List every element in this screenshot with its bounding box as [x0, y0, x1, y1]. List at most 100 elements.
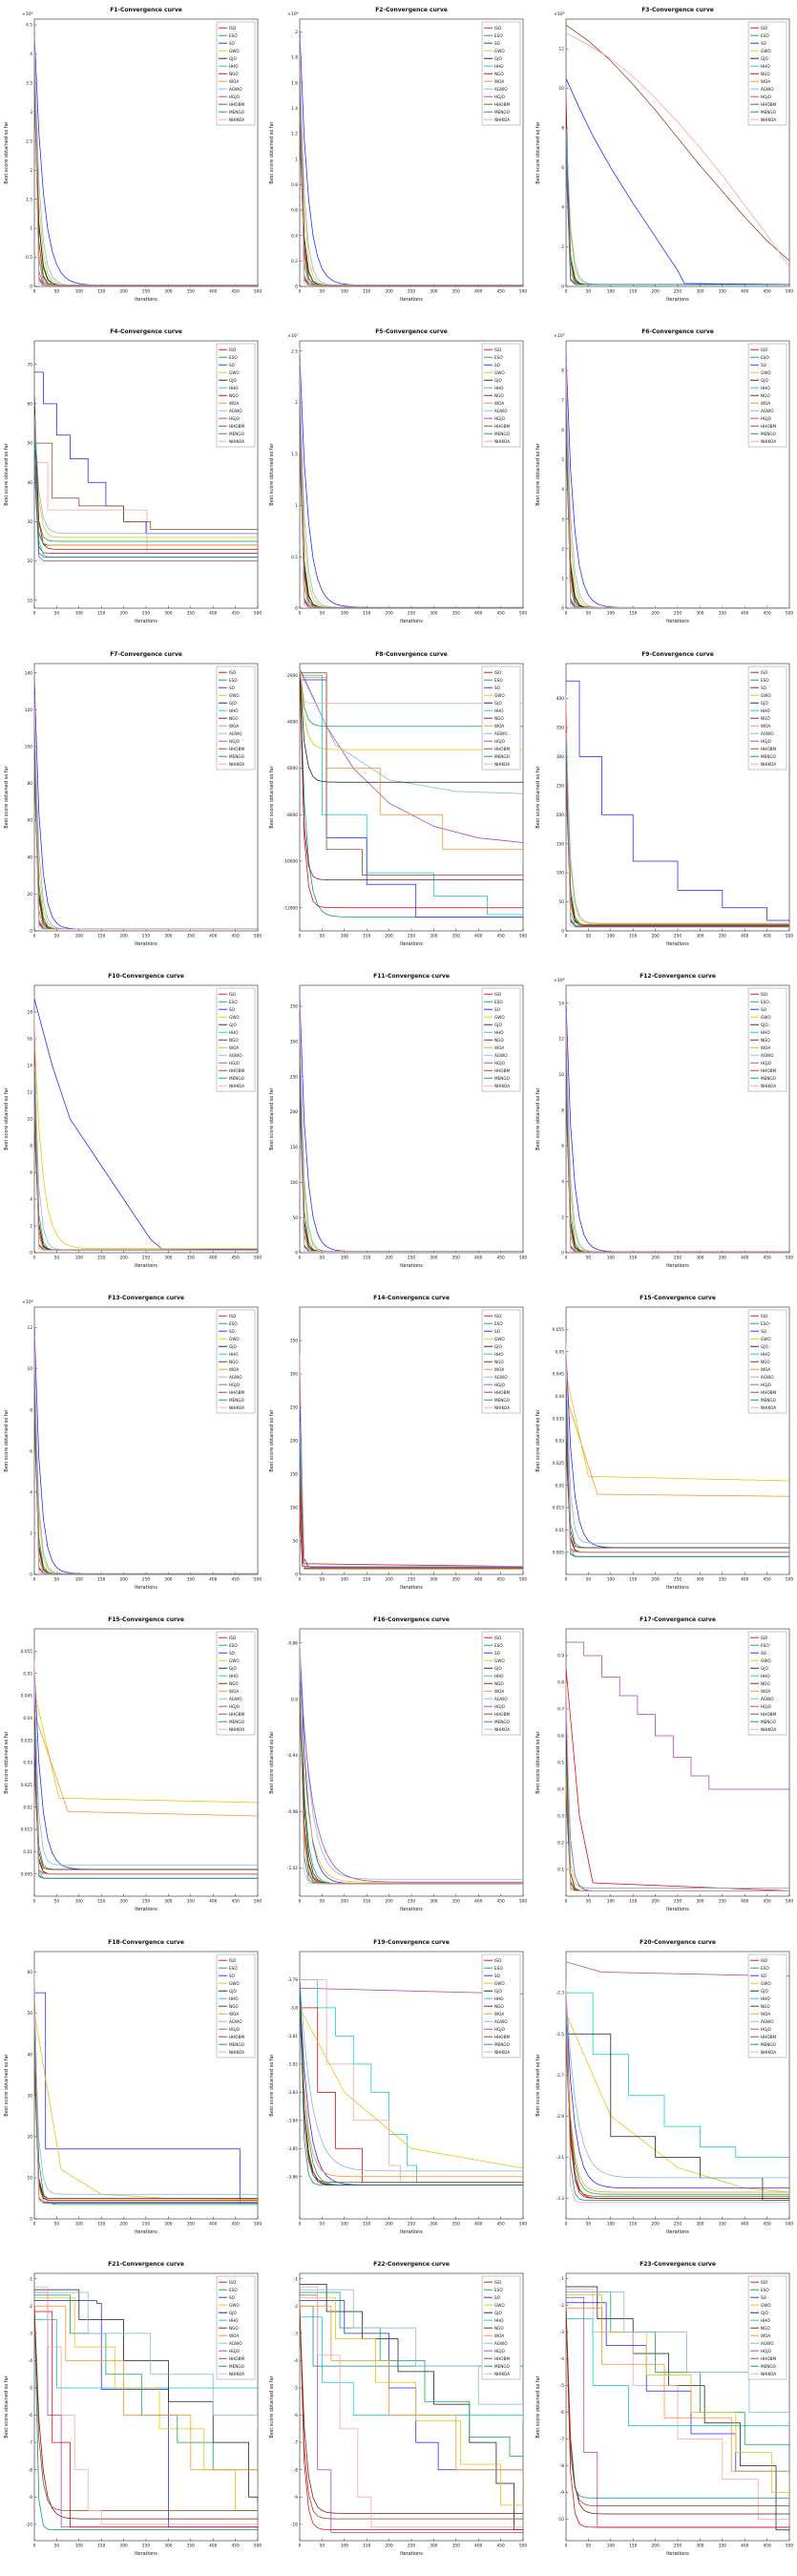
- y-tick-label: 0.8: [557, 1680, 564, 1686]
- x-tick-label: 100: [606, 933, 614, 939]
- x-tick-label: 400: [741, 933, 748, 939]
- chart-svg-F10: 0 50 100 150 200 250 300 350 400 450 500 0 2 4 6 8 10 12 1…: [4, 973, 262, 1269]
- legend-label-HGJO: HGJO: [229, 1061, 241, 1066]
- legend-label-GWO: GWO: [761, 1980, 771, 1985]
- x-tick-label: 400: [209, 2543, 217, 2548]
- x-tick-label: 300: [430, 289, 438, 295]
- y-tick-label: 10: [28, 599, 33, 604]
- y-tick-label: 10: [28, 2175, 33, 2181]
- legend-label-NGO: NGO: [229, 715, 239, 720]
- legend-label-MENGO: MENGO: [494, 432, 511, 436]
- legend-label-HHOBM: HHOBM: [229, 2034, 244, 2038]
- y-tick-label: 2.5: [291, 349, 298, 355]
- legend-label-ESO: ESO: [761, 1000, 769, 1004]
- x-tick-label: 150: [363, 1255, 370, 1260]
- x-tick-label: 350: [718, 2543, 725, 2548]
- x-tick-label: 0: [299, 611, 302, 617]
- legend: ISO ESO SO GWO GJO HHO NGO WOA AGWO HGJO HHOBM MENG…: [747, 2275, 787, 2379]
- series-line-SO: [565, 2002, 789, 2188]
- legend-label-NGO: NGO: [229, 2003, 239, 2008]
- legend-label-NGO: NGO: [494, 1038, 504, 1043]
- x-tick-label: 450: [497, 1899, 505, 1905]
- y-tick-label: 3: [561, 517, 564, 523]
- x-tick-label: 400: [741, 2543, 748, 2548]
- series-line-HHOBM: [34, 2070, 259, 2201]
- x-tick-label: 150: [629, 2221, 637, 2227]
- legend-label-HHO: HHO: [761, 1030, 770, 1035]
- x-tick-label: 100: [341, 1899, 348, 1905]
- legend-label-NHIKOA: NHIKOA: [494, 1727, 510, 1732]
- chart-panel-F6: 0 50 100 150 200 250 300 350 400 450 500 0 1 2 3 4 5 6 7 8 F…: [531, 322, 797, 644]
- legend-label-MENGO: MENGO: [229, 1720, 245, 1724]
- legend-label-SO: SO: [229, 685, 236, 689]
- y-tick-label: 10: [558, 1072, 564, 1078]
- y-tick-label: 60: [28, 402, 33, 408]
- chart-title: F19-Convergence curve: [373, 1939, 450, 1946]
- legend-label-ISO: ISO: [761, 669, 768, 674]
- y-tick-label: -1.02: [287, 1866, 298, 1871]
- y-tick-label: 0.9: [557, 1654, 564, 1659]
- y-tick-label: 12: [558, 47, 564, 53]
- y-tick-label: -2: [29, 2304, 33, 2310]
- chart-svg-F6: 0 50 100 150 200 250 300 350 400 450 500 0 1 2 3 4 5 6 7 8 F…: [535, 328, 793, 624]
- y-tick-label: 0.045: [552, 1372, 564, 1378]
- series-line-WOA: [565, 2033, 789, 2192]
- chart-title: F6-Convergence curve: [641, 328, 714, 335]
- series-line-NHIKOA: [300, 361, 524, 608]
- x-axis-label: Iterations: [135, 1263, 157, 1269]
- y-tick-label: -3: [559, 2330, 564, 2335]
- chart-title: F9-Convergence curve: [641, 651, 714, 658]
- chart-panel-F16: 0 50 100 150 200 250 300 350 400 450 500 -1.02 -0.98…: [265, 1610, 532, 1932]
- y-tick-label: 8: [561, 1108, 564, 1113]
- y-tick-label: 70: [28, 363, 33, 369]
- legend-label-GWO: GWO: [761, 1337, 771, 1341]
- series-line-SO: [34, 371, 259, 537]
- x-tick-label: 100: [75, 1255, 83, 1260]
- series-line-ISO: [34, 2311, 259, 2528]
- y-tick-label: 1.6: [291, 80, 298, 86]
- x-tick-label: 200: [120, 611, 128, 617]
- x-tick-label: 250: [142, 933, 150, 939]
- x-tick-label: 400: [209, 933, 217, 939]
- x-tick-label: 450: [232, 1899, 240, 1905]
- legend-label-GJO: GJO: [494, 700, 502, 705]
- series-line-AGWO: [565, 1369, 789, 1544]
- legend-label-GJO: GJO: [761, 1988, 768, 1993]
- series-group: [34, 371, 259, 562]
- legend-label-NGO: NGO: [494, 1681, 504, 1686]
- legend-label-HHOBM: HHOBM: [229, 424, 244, 429]
- chart-panel-F21: 0 50 100 150 200 250 300 350 400 450 500 -10 -9 -8 -7 -…: [0, 2253, 266, 2576]
- legend-label-GWO: GWO: [229, 370, 240, 375]
- series-line-HHO: [565, 2317, 789, 2429]
- legend-label-ESO: ESO: [229, 1643, 238, 1648]
- y-tick-label: 0: [30, 2216, 32, 2222]
- legend-label-MENGO: MENGO: [229, 432, 245, 436]
- x-tick-label: 150: [97, 2221, 105, 2227]
- y-axis-label: Best score obtained so far: [4, 2375, 10, 2438]
- y-tick-label: 1.4: [291, 106, 298, 112]
- x-tick-label: 400: [209, 289, 217, 295]
- y-axis-label: Best score obtained so far: [535, 1731, 541, 1794]
- y-tick-label: 0.025: [552, 1461, 564, 1467]
- y-tick-label: -7: [294, 2439, 299, 2445]
- x-tick-label: 50: [54, 289, 60, 295]
- y-tick-label: -3.81: [287, 2034, 298, 2039]
- x-tick-label: 100: [341, 2543, 348, 2548]
- legend-label-WOA: WOA: [761, 1367, 770, 1372]
- y-tick-label: 6: [30, 1448, 32, 1454]
- legend-label-ISO: ISO: [229, 1957, 237, 1962]
- x-tick-label: 200: [386, 289, 393, 295]
- x-axis-label: Iterations: [666, 2229, 689, 2235]
- x-tick-label: 50: [320, 1899, 325, 1905]
- x-tick-label: 500: [254, 611, 262, 617]
- legend-label-HGJO: HGJO: [229, 1383, 241, 1387]
- x-tick-label: 400: [741, 1255, 748, 1260]
- y-axis-label: Best score obtained so far: [269, 1731, 275, 1794]
- series-group: [565, 355, 789, 609]
- x-tick-label: 150: [97, 2543, 105, 2548]
- legend-label-AGWO: AGWO: [229, 2341, 242, 2346]
- series-line-WOA: [300, 2305, 524, 2492]
- legend-label-ISO: ISO: [229, 2280, 237, 2285]
- legend-label-ISO: ISO: [494, 669, 502, 674]
- legend-label-NHIKOA: NHIKOA: [761, 2372, 776, 2376]
